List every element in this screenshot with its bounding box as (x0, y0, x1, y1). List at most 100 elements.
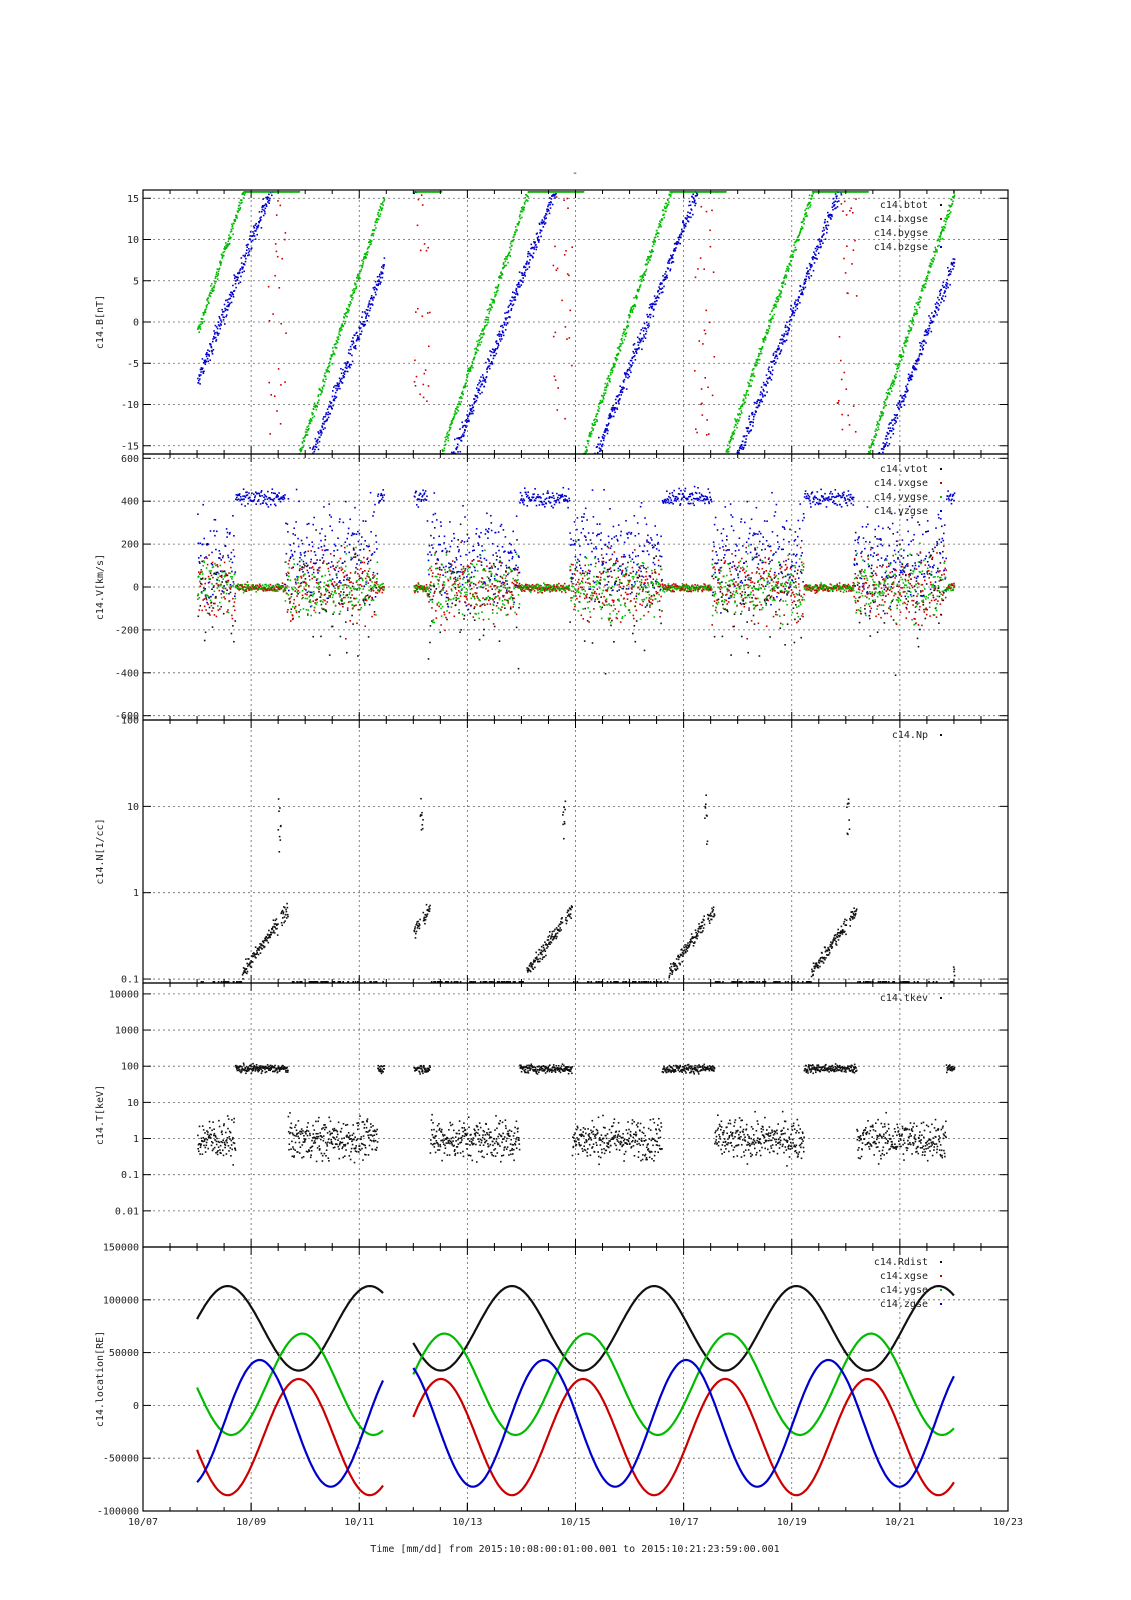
bzgse-point (928, 315, 930, 317)
bygse-point (921, 287, 923, 290)
bygse-point (335, 339, 338, 342)
bygse-point (629, 310, 632, 312)
vxgse-point (331, 583, 334, 586)
bzgse-point (501, 338, 503, 340)
bzgse-point (806, 267, 808, 269)
panel-data (197, 191, 956, 455)
bygse-point (945, 220, 947, 223)
bygse-point (756, 362, 759, 364)
vzgse-point (255, 491, 257, 493)
bxgse-point (422, 396, 425, 399)
bygse-point (301, 446, 303, 449)
bygse-point (781, 282, 784, 285)
bzgse-point (943, 300, 945, 302)
bygse-point (604, 382, 607, 385)
bygse-point (665, 202, 668, 205)
bygse-point (309, 422, 312, 425)
bygse-point (446, 435, 449, 438)
bygse-point (465, 385, 467, 388)
bygse-point (524, 200, 527, 203)
bygse-point (904, 339, 907, 342)
bygse-point (525, 194, 527, 196)
bygse-point (907, 336, 909, 339)
bygse-point (237, 207, 240, 210)
bygse-point (230, 228, 233, 231)
bzgse-point (940, 301, 942, 304)
bzgse-point (824, 238, 827, 240)
bygse-point (321, 391, 323, 394)
bzgse-point (381, 266, 383, 268)
bxgse-point (563, 254, 566, 256)
vzgse-point (218, 550, 221, 552)
bygse-point (370, 240, 373, 242)
bzgse-point (927, 329, 930, 332)
vxgse-point (311, 566, 314, 568)
bygse-point (921, 284, 924, 287)
bzgse-point (360, 323, 363, 325)
vygse-point (254, 588, 256, 590)
vygse-point (309, 601, 312, 603)
vygse-point (326, 588, 328, 591)
bzgse-point (627, 377, 629, 379)
bygse-point (346, 315, 348, 318)
vtot-point (214, 573, 217, 575)
bygse-point (453, 413, 456, 415)
vygse-point (310, 605, 313, 607)
vxgse-point (326, 601, 329, 603)
bygse-point (615, 353, 618, 356)
vzgse-point (257, 499, 260, 501)
y-tick-label: 15 (127, 194, 139, 205)
bygse-point (624, 329, 627, 331)
bzgse-point (627, 368, 630, 371)
bzgse-point (329, 400, 331, 403)
bygse-point (216, 275, 218, 278)
vygse-point (251, 588, 254, 591)
vtot-point (210, 601, 213, 604)
bzgse-point (815, 254, 817, 256)
bzgse-point (878, 452, 881, 454)
vxgse-point (312, 600, 314, 602)
bygse-point (203, 313, 205, 315)
bzgse-point (760, 400, 762, 402)
bzgse-point (326, 408, 329, 410)
bzgse-point (346, 362, 348, 365)
vzgse-point (245, 491, 247, 494)
legend-swatch (940, 218, 942, 220)
bzgse-point (882, 442, 885, 444)
vzgse-point (248, 492, 250, 494)
bzgse-point (366, 312, 369, 315)
bygse-point (381, 203, 383, 205)
bzgse-point (342, 375, 344, 377)
bygse-point (610, 369, 613, 371)
vxgse-point (330, 625, 333, 628)
bzgse-point (812, 256, 814, 258)
bzgse-point (750, 421, 753, 423)
bzgse-point (219, 323, 222, 325)
vxgse-point (301, 594, 304, 597)
bzgse-point (898, 408, 900, 410)
bzgse-point (510, 309, 512, 311)
legend-swatch (940, 246, 942, 248)
vygse-point (299, 609, 302, 611)
bygse-point (736, 418, 739, 421)
bygse-point (765, 337, 767, 339)
bzgse-point (616, 407, 618, 409)
bzgse-point (236, 278, 239, 281)
vzgse-point (237, 494, 239, 497)
bygse-point (602, 398, 605, 400)
bzgse-point (204, 361, 206, 364)
bzgse-point (221, 308, 223, 311)
bzgse-point (774, 357, 776, 359)
bygse-point (206, 304, 209, 306)
bzgse-point (504, 329, 507, 331)
bzgse-point (553, 195, 556, 197)
bzgse-point (938, 290, 941, 293)
bzgse-point (611, 408, 614, 411)
bzgse-point (215, 339, 218, 341)
bygse-point (926, 277, 929, 280)
bzgse-point (669, 269, 671, 272)
bzgse-point (923, 334, 926, 337)
bzgse-point (776, 357, 779, 360)
bzgse-point (211, 349, 213, 352)
bzgse-point (821, 230, 824, 232)
